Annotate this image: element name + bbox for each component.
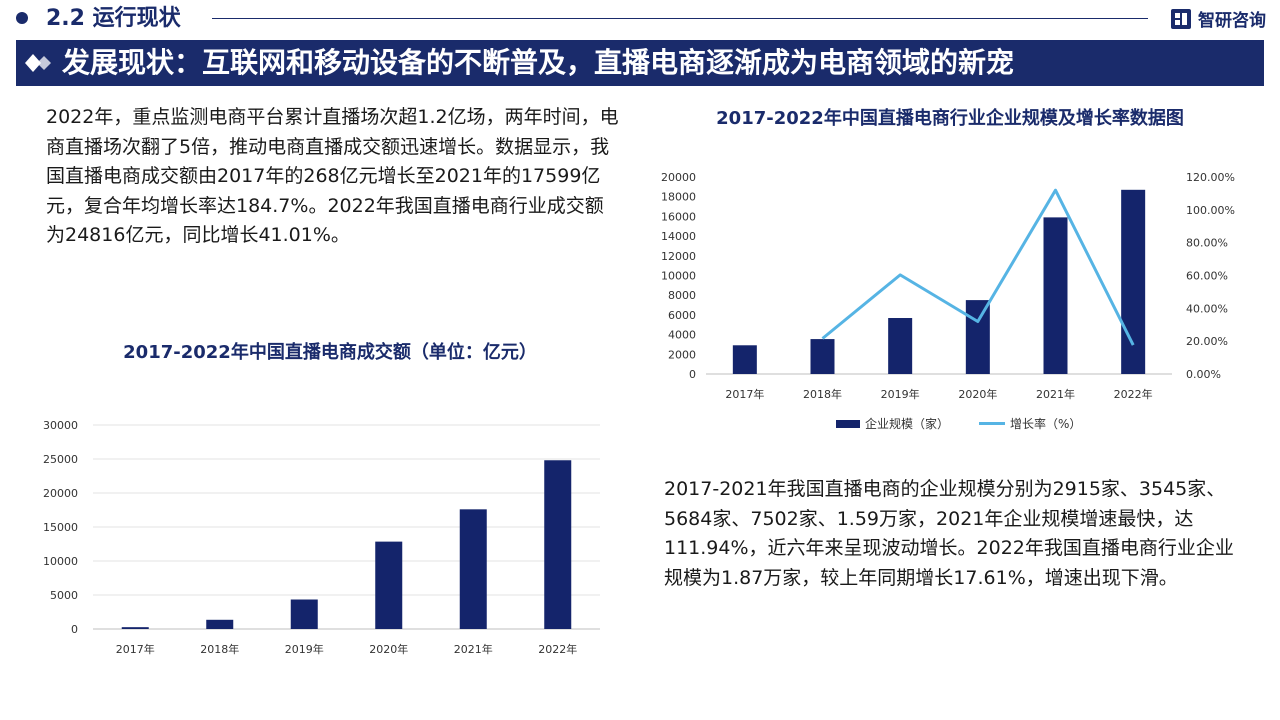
y-tick-label: 15000 [43, 521, 78, 534]
y-tick-label: 10000 [43, 555, 78, 568]
bar [732, 345, 757, 374]
x-tick-label: 2018年 [200, 642, 239, 656]
y-left-tick-label: 8000 [668, 289, 696, 302]
y-right-tick-label: 0.00% [1186, 368, 1221, 381]
x-tick-label: 2017年 [725, 387, 764, 401]
y-tick-label: 0 [71, 623, 78, 636]
paragraph-sales: 2022年，重点监测电商平台累计直播场次超1.2亿场，两年时间，电商直播场次翻了… [46, 106, 619, 246]
y-tick-label: 5000 [50, 589, 78, 602]
y-right-tick-label: 120.00% [1186, 171, 1235, 184]
brand-name: 智研咨询 [1198, 11, 1266, 31]
bar [888, 318, 913, 374]
bar [1043, 217, 1068, 374]
banner-title: 发展现状：互联网和移动设备的不断普及，直播电商逐渐成为电商领域的新宠 [62, 46, 1015, 79]
bar [375, 541, 403, 629]
x-tick-label: 2020年 [958, 387, 997, 401]
y-left-tick-label: 12000 [661, 250, 696, 263]
section-dot [16, 12, 28, 24]
bar [1121, 189, 1146, 374]
y-right-tick-label: 60.00% [1186, 270, 1228, 283]
y-right-tick-label: 40.00% [1186, 302, 1228, 315]
double-diamond-icon [25, 54, 51, 72]
bar [290, 599, 318, 629]
y-left-tick-label: 10000 [661, 270, 696, 283]
y-left-tick-label: 18000 [661, 191, 696, 204]
title-banner: 发展现状：互联网和移动设备的不断普及，直播电商逐渐成为电商领域的新宠 [16, 40, 1264, 86]
legend-line-label: 增长率（%） [1010, 417, 1082, 431]
x-tick-label: 2021年 [1036, 387, 1075, 401]
bar [810, 339, 835, 374]
y-right-tick-label: 100.00% [1186, 204, 1235, 217]
y-left-tick-label: 20000 [661, 171, 696, 184]
y-left-tick-label: 4000 [668, 329, 696, 342]
bar [121, 627, 149, 629]
bar [459, 509, 487, 629]
bar [965, 300, 990, 374]
y-tick-label: 20000 [43, 487, 78, 500]
header-divider [212, 18, 1148, 19]
chart-title-sales: 2017-2022年中国直播电商成交额（单位：亿元） [123, 342, 537, 363]
bar [544, 460, 572, 629]
x-tick-label: 2017年 [116, 642, 155, 656]
chart-title-enterprise: 2017-2022年中国直播电商行业企业规模及增长率数据图 [716, 108, 1184, 129]
section-title: 2.2 运行现状 [46, 6, 181, 31]
chart-legend: 企业规模（家） 增长率（%） [836, 415, 1081, 432]
growth-rate-line [821, 188, 1135, 346]
y-right-tick-label: 80.00% [1186, 237, 1228, 250]
bar [206, 619, 234, 629]
y-left-tick-label: 14000 [661, 230, 696, 243]
y-right-tick-label: 20.00% [1186, 335, 1228, 348]
y-tick-label: 25000 [43, 453, 78, 466]
x-tick-label: 2020年 [369, 642, 408, 656]
brand-logo: 智研咨询 [1170, 6, 1266, 31]
legend-bar-swatch [836, 419, 860, 428]
x-tick-label: 2022年 [1114, 387, 1153, 401]
x-tick-label: 2018年 [803, 387, 842, 401]
y-tick-label: 30000 [43, 419, 78, 432]
x-tick-label: 2022年 [538, 642, 577, 656]
y-left-tick-label: 0 [689, 368, 696, 381]
x-tick-label: 2019年 [881, 387, 920, 401]
x-tick-label: 2019年 [285, 642, 324, 656]
y-left-tick-label: 16000 [661, 210, 696, 223]
brand-logo-icon [1171, 8, 1191, 29]
legend-line-swatch [979, 422, 1006, 425]
legend-bar-label: 企业规模（家） [865, 417, 950, 431]
y-left-tick-label: 2000 [668, 348, 696, 361]
y-left-tick-label: 6000 [668, 309, 696, 322]
paragraph-enterprise: 2017-2021年我国直播电商的企业规模分别为2915家、3545家、5684… [664, 478, 1234, 589]
x-tick-label: 2021年 [454, 642, 493, 656]
